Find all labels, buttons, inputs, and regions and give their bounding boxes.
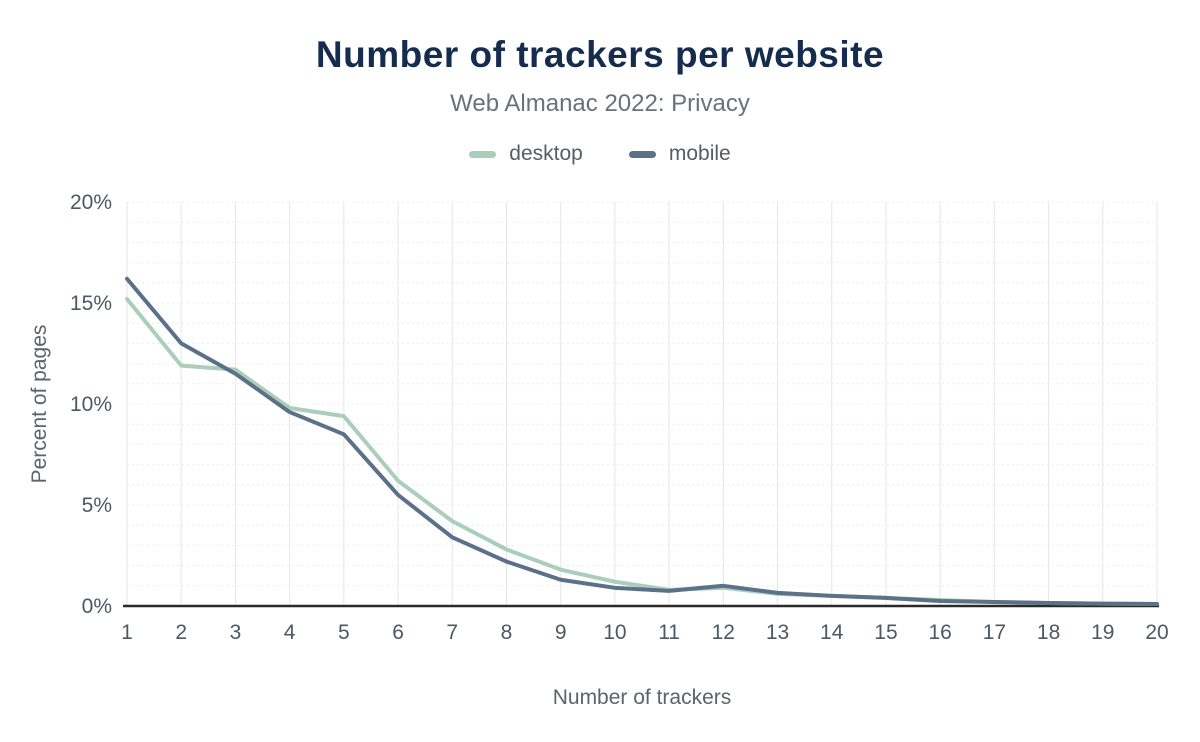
x-tick-label: 10 [603, 621, 626, 644]
x-tick-label: 4 [284, 621, 296, 644]
x-tick-label: 15 [874, 621, 897, 644]
x-tick-label: 13 [766, 621, 789, 644]
x-tick-label: 17 [983, 621, 1006, 644]
x-tick-label: 20 [1145, 621, 1168, 644]
mobile-series-line [125, 276, 1159, 606]
x-tick-label: 16 [928, 621, 951, 644]
desktop-series-swatch-icon [469, 150, 497, 158]
desktop-series-line [125, 296, 1159, 606]
x-tick-label: 2 [175, 621, 187, 644]
y-tick-label: 10% [70, 393, 112, 416]
x-tick-label: 14 [820, 621, 844, 644]
y-tick-label: 20% [70, 191, 112, 214]
y-tick-label: 0% [82, 595, 112, 618]
legend-label-desktop: desktop [509, 142, 583, 165]
x-tick-label: 12 [712, 621, 735, 644]
x-tick-label: 11 [658, 621, 680, 644]
x-tick-label: 3 [230, 621, 242, 644]
line-chart: 0%5%10%15%20%1 2 3 4 5 6 7 8 9 10 11 12 13 14 15 16 17 18… [28, 191, 1169, 709]
chart-subtitle: Web Almanac 2022: Privacy [450, 90, 750, 117]
y-tick-label: 5% [82, 494, 112, 517]
x-tick-label: 6 [392, 621, 404, 644]
x-axis-title: Number of trackers [553, 686, 732, 709]
x-tick-label: 18 [1037, 621, 1060, 644]
x-tick-label: 1 [121, 621, 133, 644]
legend-label-mobile: mobile [668, 142, 731, 165]
chart-area: 0% 5% 10% 15% 20% 1 2 3 4 5 6 7 8 9 10 11 12 13 14 15 16 17 18… [0, 188, 1200, 742]
x-tick-label: 8 [501, 621, 513, 644]
x-tick-label: 19 [1091, 621, 1114, 644]
legend-item-desktop: desktop [469, 142, 583, 166]
legend-item-mobile: mobile [628, 142, 731, 166]
x-tick-label: 5 [338, 621, 350, 644]
mobile-series-swatch-icon [628, 150, 656, 158]
x-tick-label: 7 [446, 621, 458, 644]
legend: desktop mobile [0, 142, 1200, 166]
x-tick-label: 9 [555, 621, 567, 644]
y-tick-label: 15% [70, 292, 112, 315]
y-axis-title: Percent of pages [28, 325, 51, 484]
chart-title: Number of trackers per website [315, 34, 885, 75]
